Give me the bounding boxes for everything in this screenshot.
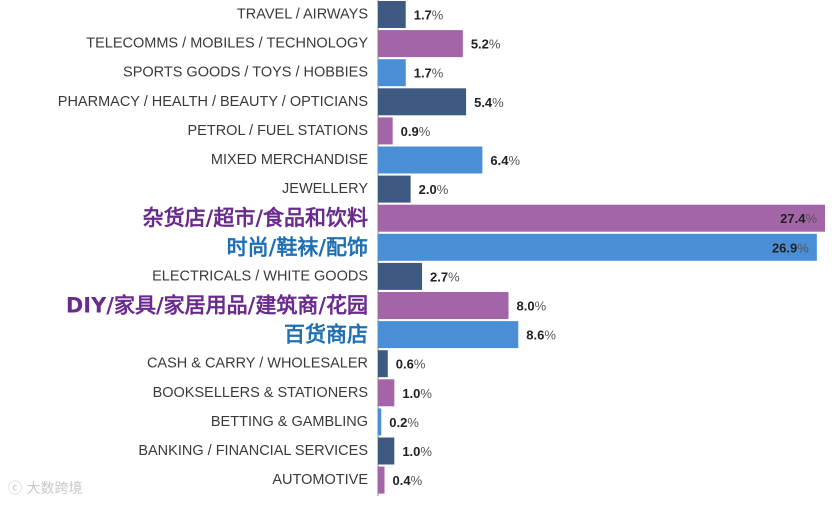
category-label: 杂货店/超市/食品和饮料 bbox=[143, 206, 368, 230]
category-label: 时尚/鞋袜/配饰 bbox=[227, 235, 368, 259]
data-label: 0.9% bbox=[401, 123, 431, 138]
category-label: CASH & CARRY / WHOLESALER bbox=[147, 356, 368, 372]
bar bbox=[378, 379, 395, 407]
data-label: 1.0% bbox=[402, 385, 432, 400]
watermark-text: 大数跨境 bbox=[26, 481, 83, 497]
bar bbox=[378, 1, 406, 28]
data-label: 5.2% bbox=[471, 36, 501, 51]
bar bbox=[378, 117, 393, 145]
bar bbox=[378, 175, 411, 203]
category-label: AUTOMOTIVE bbox=[272, 472, 368, 488]
watermark: ⓒ 大数跨境 bbox=[8, 478, 82, 498]
category-label: 百货商店 bbox=[284, 323, 368, 347]
bar bbox=[378, 204, 825, 232]
category-label: DIY/家具/家居用品/建筑商/花园 bbox=[66, 294, 368, 318]
category-label: BETTING & GAMBLING bbox=[211, 414, 368, 430]
data-label: 27.4% bbox=[780, 211, 817, 226]
category-label: BOOKSELLERS & STATIONERS bbox=[153, 385, 368, 401]
bar bbox=[378, 59, 406, 87]
data-label: 2.0% bbox=[419, 182, 449, 197]
bar bbox=[378, 292, 509, 319]
category-label: PHARMACY / HEALTH / BEAUTY / OPTICIANS bbox=[58, 94, 368, 110]
data-label: 0.2% bbox=[389, 414, 419, 429]
category-label: JEWELLERY bbox=[282, 181, 368, 197]
data-label: 8.6% bbox=[526, 327, 556, 342]
data-label: 8.0% bbox=[517, 298, 547, 313]
data-label: 5.4% bbox=[474, 94, 504, 109]
data-label: 1.7% bbox=[414, 65, 444, 80]
bar bbox=[378, 466, 385, 494]
data-label: 6.4% bbox=[490, 153, 520, 168]
bar bbox=[378, 30, 463, 58]
category-label: PETROL / FUEL STATIONS bbox=[188, 123, 368, 139]
data-label: 1.0% bbox=[402, 444, 432, 459]
category-label: TRAVEL / AIRWAYS bbox=[237, 7, 368, 23]
data-label: 0.4% bbox=[393, 473, 423, 488]
bar bbox=[378, 321, 519, 349]
category-label: MIXED MERCHANDISE bbox=[211, 152, 368, 168]
bar bbox=[378, 146, 483, 174]
bar bbox=[378, 408, 382, 436]
data-label: 26.9% bbox=[772, 240, 809, 255]
category-label: BANKING / FINANCIAL SERVICES bbox=[138, 443, 368, 459]
bar bbox=[378, 233, 817, 261]
bar bbox=[378, 437, 395, 465]
category-label: SPORTS GOODS / TOYS / HOBBIES bbox=[123, 65, 368, 81]
bar bbox=[378, 88, 467, 116]
data-label: 1.7% bbox=[414, 7, 444, 22]
bar bbox=[378, 262, 423, 290]
data-label: 0.6% bbox=[396, 356, 426, 371]
bar bbox=[378, 350, 388, 378]
category-label: TELECOMMS / MOBILES / TECHNOLOGY bbox=[86, 36, 368, 52]
category-label: ELECTRICALS / WHITE GOODS bbox=[152, 268, 368, 284]
watermark-logo-icon: ⓒ bbox=[8, 481, 22, 497]
data-label: 2.7% bbox=[430, 269, 460, 284]
